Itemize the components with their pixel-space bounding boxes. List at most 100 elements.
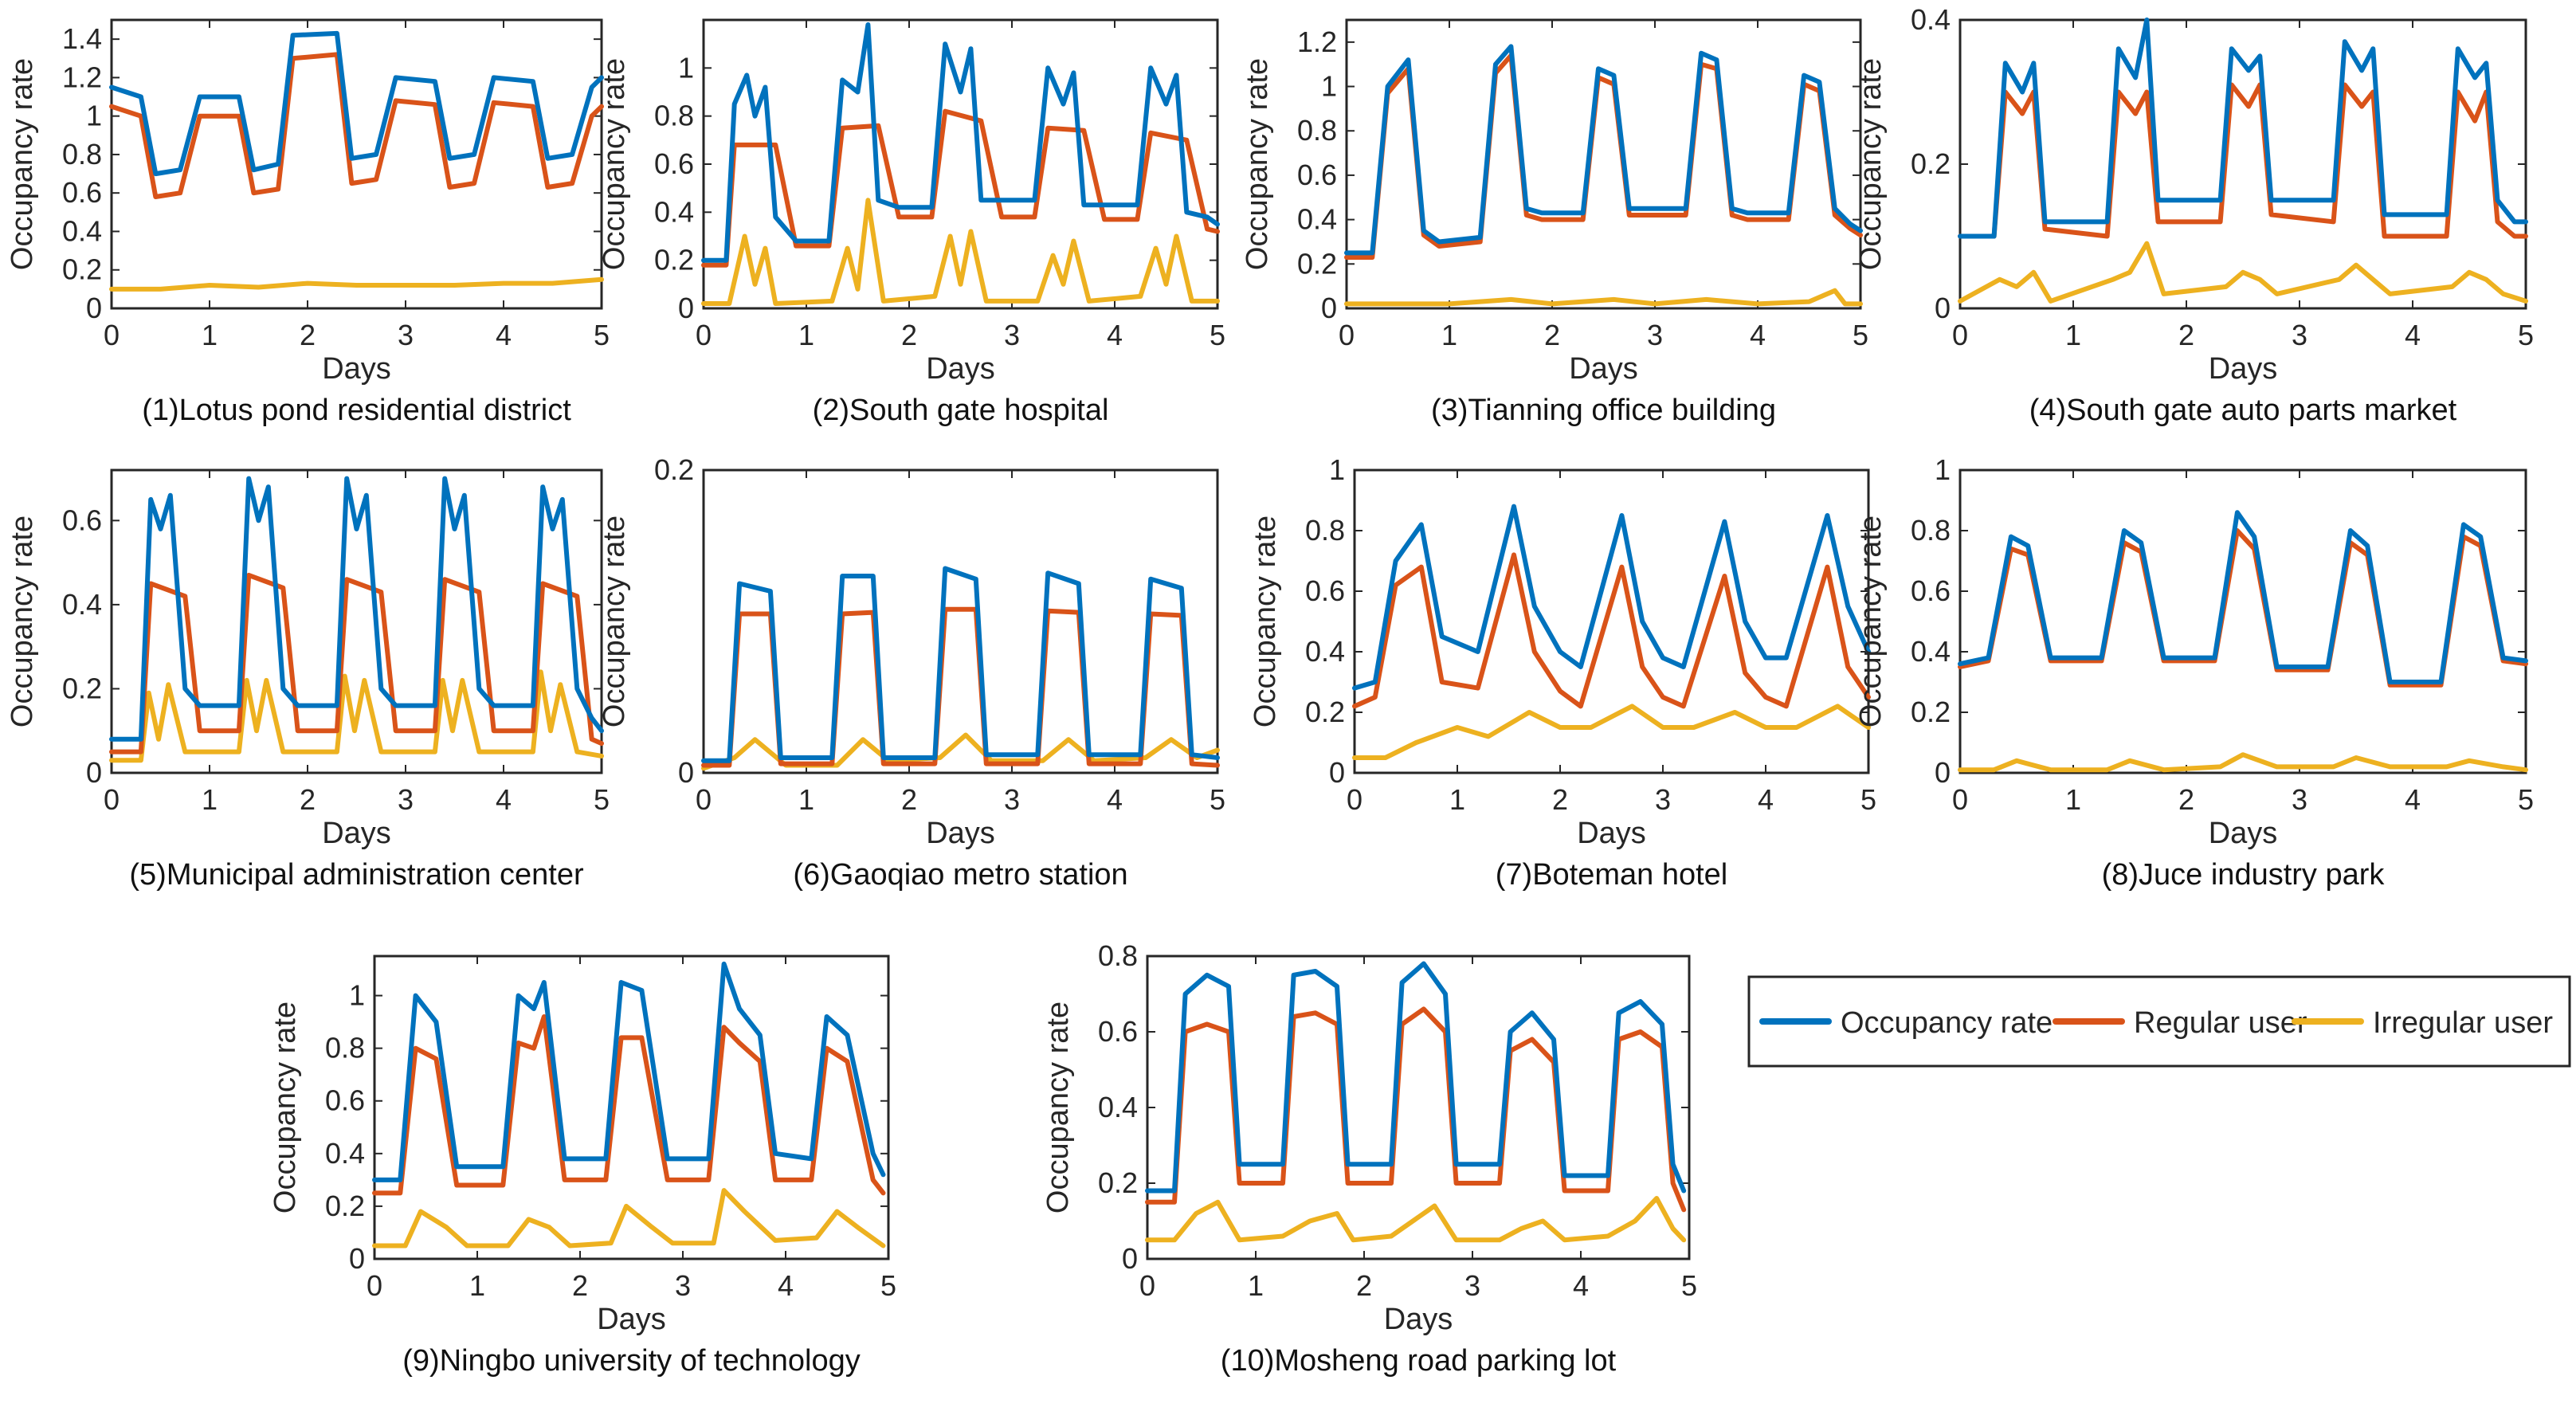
y-tick-label: 1.2 [62, 61, 102, 93]
x-tick-label: 0 [1952, 783, 1968, 816]
series-line-occupancy [701, 566, 1220, 763]
x-tick-label: 5 [1210, 319, 1225, 351]
x-tick-label: 2 [1544, 319, 1560, 351]
chart-title: (7)Boteman hotel [1496, 858, 1728, 892]
series-line-occupancy [109, 476, 604, 742]
x-tick-label: 2 [1356, 1269, 1372, 1302]
y-tick-label: 0 [1321, 292, 1337, 324]
y-tick-label: 0.2 [654, 453, 694, 486]
y-tick-label: 1.4 [62, 22, 102, 55]
x-tick-label: 4 [2405, 783, 2421, 816]
y-tick-label: 0.4 [654, 195, 694, 228]
chart-3: 0 1 2 3 4 5 0 0.2 0.4 0.6 0.8 1 1.2 Days Occupancy rat… [1241, 18, 1868, 427]
y-axis-label: Occupancy rate [598, 58, 631, 270]
plot-area [1146, 955, 1691, 1260]
series-line-irregular [109, 669, 604, 763]
chart-8: 0 1 2 3 4 5 0 0.2 0.4 0.6 0.8 1 Days Occupancy rate (8… [1854, 453, 2534, 892]
y-axis-label: Occupancy rate [1241, 58, 1274, 270]
chart-title: (4)South gate auto parts market [2029, 394, 2457, 427]
chart-title: (2)South gate hospital [813, 394, 1109, 427]
x-tick-label: 0 [696, 319, 712, 351]
x-tick-label: 4 [778, 1269, 794, 1302]
y-tick-label: 0 [86, 756, 102, 789]
x-tick-label: 2 [572, 1269, 588, 1302]
series-line-regular [109, 52, 604, 199]
x-tick-label: 3 [2292, 783, 2307, 816]
y-tick-label: 0.4 [1297, 203, 1337, 236]
series-line-irregular [1958, 241, 2528, 304]
x-tick-label: 5 [1860, 783, 1876, 816]
y-tick-label: 0.8 [1305, 514, 1345, 547]
x-tick-label: 1 [1441, 319, 1457, 351]
x-tick-label: 3 [2292, 319, 2307, 351]
y-tick-label: 0.2 [1911, 696, 1951, 728]
x-tick-label: 3 [1004, 319, 1020, 351]
series-line-irregular [1344, 288, 1863, 307]
y-tick-label: 0 [1935, 292, 1951, 324]
x-tick-label: 3 [675, 1269, 691, 1302]
x-tick-label: 3 [398, 319, 414, 351]
x-tick-label: 4 [1750, 319, 1766, 351]
y-tick-label: 0 [1122, 1242, 1138, 1275]
y-tick-label: 0.8 [654, 100, 694, 132]
y-axis-label: Occupancy rate [1854, 58, 1888, 270]
series-line-occupancy [109, 30, 604, 177]
y-tick-label: 0.4 [62, 588, 102, 621]
x-tick-label: 0 [1952, 319, 1968, 351]
y-tick-label: 1 [678, 51, 694, 84]
x-tick-label: 4 [496, 783, 512, 816]
plot-area [110, 18, 603, 310]
x-tick-label: 1 [1449, 783, 1465, 816]
y-tick-label: 0 [349, 1242, 365, 1275]
x-axis-label: Days [926, 817, 995, 850]
x-tick-label: 2 [2178, 319, 2194, 351]
y-tick-label: 0.2 [1305, 696, 1345, 728]
x-tick-label: 5 [880, 1269, 896, 1302]
x-tick-label: 4 [1573, 1269, 1589, 1302]
chart-5: 0 1 2 3 4 5 0 0.2 0.4 0.6 Days Occupancy rate (5)Mun… [6, 468, 610, 892]
x-tick-label: 4 [496, 319, 512, 351]
chart-6: 0 1 2 3 4 5 0 0.2 Days Occupancy rate (6)Gaoqiao m… [598, 453, 1225, 892]
y-tick-label: 0.8 [325, 1032, 365, 1064]
y-axis-label: Occupancy rate [598, 515, 631, 727]
y-tick-label: 0.2 [1911, 147, 1951, 180]
series-line-occupancy [1352, 504, 1871, 691]
x-tick-label: 5 [1853, 319, 1868, 351]
x-tick-label: 5 [1210, 783, 1225, 816]
series-line-occupancy [1958, 510, 2528, 684]
y-tick-label: 0.6 [1098, 1015, 1138, 1048]
x-tick-label: 3 [398, 783, 414, 816]
legend-label-occupancy: Occupancy rate [1841, 1006, 2053, 1040]
x-tick-label: 1 [202, 783, 218, 816]
x-axis-label: Days [322, 352, 391, 386]
chart-9: 0 1 2 3 4 5 0 0.2 0.4 0.6 0.8 1 Days Occupancy rate (9… [269, 955, 896, 1378]
series-line-irregular [1958, 752, 2528, 773]
x-tick-label: 1 [469, 1269, 485, 1302]
x-tick-label: 1 [1248, 1269, 1264, 1302]
x-tick-label: 3 [1004, 783, 1020, 816]
y-tick-label: 0.8 [1098, 939, 1138, 972]
chart-10: 0 1 2 3 4 5 0 0.2 0.4 0.6 0.8 Days Occupancy rate (10… [1041, 939, 1697, 1378]
y-tick-label: 1 [1321, 70, 1337, 103]
y-tick-label: 0.4 [1911, 635, 1951, 668]
y-tick-label: 0.6 [654, 147, 694, 180]
x-tick-label: 4 [1758, 783, 1774, 816]
series-line-irregular [109, 276, 604, 292]
y-axis-label: Occupancy rate [6, 58, 39, 270]
series-line-regular [109, 572, 604, 755]
y-tick-label: 0.4 [1911, 3, 1951, 36]
series-line-irregular [701, 732, 1220, 771]
x-tick-label: 0 [696, 783, 712, 816]
series-line-regular [1352, 552, 1871, 709]
x-tick-label: 4 [1107, 319, 1123, 351]
y-tick-label: 0.4 [1305, 635, 1345, 668]
legend-box [1747, 975, 2571, 1068]
y-tick-label: 0.6 [1911, 574, 1951, 607]
legend-label-regular: Regular user [2134, 1006, 2307, 1040]
y-axis-label: Occupancy rate [1854, 515, 1888, 727]
series-line-occupancy [1145, 961, 1687, 1194]
plot-area [1345, 18, 1862, 310]
y-tick-label: 0.2 [654, 244, 694, 276]
x-axis-label: Days [1384, 1303, 1453, 1336]
y-axis-label: Occupancy rate [6, 515, 39, 727]
